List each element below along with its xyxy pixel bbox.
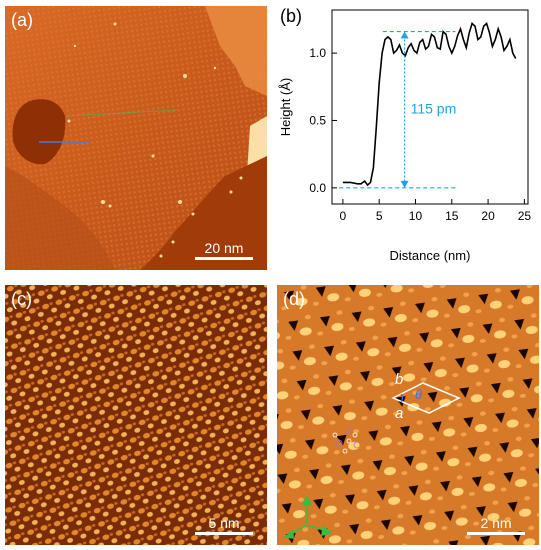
panel-a-scale-bar: 20 nm <box>195 240 253 260</box>
lattice-angle-label: θ <box>415 387 423 402</box>
panel-b-label: (b) <box>280 6 302 26</box>
step-height-annotation: 115 pm <box>339 30 457 189</box>
y-ticks: 0.0 0.5 1.0 <box>309 46 337 195</box>
angle-arc <box>400 393 404 403</box>
panel-d-image <box>277 285 539 545</box>
panel-c-stm-image: (c) 5 nm <box>5 285 267 545</box>
panel-d-scale-bar-label: 2 nm <box>480 515 512 531</box>
panel-a-stm-image: (a) 20 nm <box>5 6 267 270</box>
arrow-head-down <box>400 180 409 188</box>
panel-d-stm-image: (d) b a θ 2 nm <box>277 285 539 545</box>
y-axis-label: Height (Å) <box>278 78 293 137</box>
step-height-label: 115 pm <box>411 101 457 117</box>
panel-c-label: (c) <box>11 289 32 309</box>
panel-d-scale-bar: 2 nm <box>467 515 525 535</box>
unit-cell-outline <box>391 382 461 414</box>
x-tick-label: 0 <box>340 209 347 223</box>
lattice-vector-a-label: a <box>395 405 404 422</box>
panel-a-image <box>5 6 267 270</box>
panel-c-scale-bar-label: 5 nm <box>208 515 240 531</box>
x-ticks: 0 5 10 15 20 25 <box>340 199 532 223</box>
panel-b-chart: 0 5 10 15 20 25 0.0 0.5 1.0 115 pm Distance (nm… <box>272 0 541 272</box>
height-profile-chart: 0 5 10 15 20 25 0.0 0.5 1.0 115 pm Distance (nm… <box>278 9 532 263</box>
lattice-vector-b-label: b <box>395 371 404 388</box>
x-tick-label: 20 <box>481 209 495 223</box>
panel-a-label: (a) <box>11 10 33 30</box>
orientation-axes <box>283 495 333 539</box>
y-tick-label: 1.0 <box>309 46 326 60</box>
x-tick-label: 15 <box>445 209 459 223</box>
plot-frame <box>331 9 529 205</box>
molecule-trimer-overlay <box>332 427 361 454</box>
height-profile-line <box>342 22 517 187</box>
panel-c-image <box>5 285 267 545</box>
y-tick-label: 0.5 <box>309 113 326 127</box>
panel-d-scale-bar-line <box>467 532 525 535</box>
arrow-head-up <box>400 31 409 39</box>
x-axis-label: Distance (nm) <box>390 248 471 263</box>
x-tick-label: 25 <box>518 209 532 223</box>
panel-c-scale-bar-line <box>195 532 253 535</box>
panel-c-scale-bar: 5 nm <box>195 515 253 535</box>
panel-d-label: (d) <box>283 289 305 309</box>
panel-a-scale-bar-label: 20 nm <box>204 240 244 256</box>
panel-a-scale-bar-line <box>195 257 253 260</box>
y-tick-label: 0.0 <box>309 181 326 195</box>
x-tick-label: 5 <box>376 209 383 223</box>
x-tick-label: 10 <box>409 209 423 223</box>
